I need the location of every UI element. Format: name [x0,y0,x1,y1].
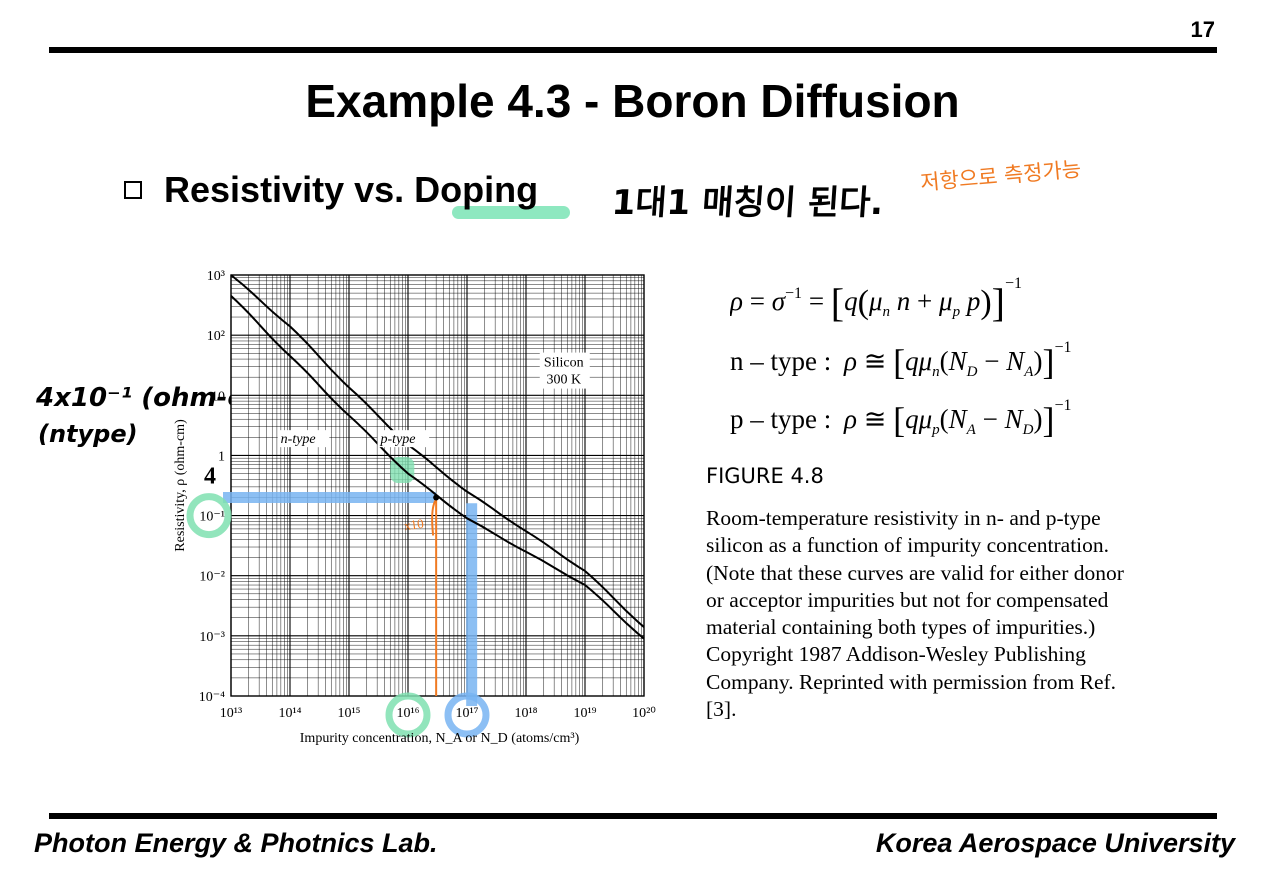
label-p-type-bg [377,430,430,448]
y-tick-label: 10⁻³ [199,630,225,645]
handwritten-x10: x10 [403,516,424,534]
plot-frame [230,274,645,697]
equation-ntype-label: n – type : [730,346,831,376]
y-axis-label: Resistivity, ρ (ohm-cm) [173,419,188,552]
y-tick-label: 10⁻² [199,570,225,585]
label-p-type: p-type [380,432,416,447]
x-tick-label: 10¹⁶ [396,706,419,721]
chart-grid [230,274,645,697]
x-tick-label: 10¹⁹ [573,706,596,721]
equation-ptype-label: p – type : [730,404,831,434]
x-tick-label: 10¹³ [220,706,242,721]
label-n-type: n-type [281,432,316,447]
equation-ptype: ρ ≅ [qμp(NA − ND)]−1 [843,397,1071,440]
x-tick-label: 10¹⁴ [278,706,301,721]
y-tick-label: 10 [211,389,225,404]
marked-point [433,494,440,501]
y-tick-label: 10⁻⁴ [199,690,225,705]
figure-label: FIGURE 4.8 [706,464,824,488]
equation-ntype: ρ ≅ [qμn(ND − NA)]−1 [843,339,1071,382]
handwritten-measure-note: 저항으로 측정가능 [919,157,1083,195]
handwritten-ntype-note: (ntype) [38,420,138,448]
figure-caption: Room-temperature resistivity in n- and p… [706,506,1124,722]
handwritten-ratio-note: 1대1 매칭이 된다. [610,183,885,223]
slide-title: Example 4.3 - Boron Diffusion [305,75,960,127]
curve-n-type [230,295,645,640]
bottom-rule [49,813,1217,819]
blue-circle-xtick [444,692,490,738]
orange-arrow [431,498,438,536]
label-n-type-bg [277,430,330,448]
equations-svg: ρ = σ−1 = [q(μn n + μp p)]−1 n – type : … [729,275,1071,440]
silicon-label: Silicon [544,356,584,371]
silicon-label-bg [539,352,590,389]
footer-lab-name: Photon Energy & Photnics Lab. [34,828,438,858]
equation-resistivity: ρ = σ−1 = [q(μn n + μp p)]−1 [730,276,1022,325]
x-tick-label: 10¹⁷ [455,706,478,721]
y-tick-label: 10³ [207,269,225,284]
top-rule [49,47,1217,53]
y-tick-label: 10⁻¹ [199,510,225,525]
resistivity-chart: 10¹³ 10¹⁴ 10¹⁵ 10¹⁶ 10¹⁷ 10¹⁸ 10¹⁹ 10²⁰ 10³ 10² 10… [173,269,656,746]
x-tick-label: 10¹⁵ [337,706,360,721]
green-circle-xtick [385,692,431,738]
bullet-square-icon [124,181,142,199]
temperature-label: 300 K [546,373,581,388]
doping-highlight [452,206,570,219]
y-tick-label: 10² [207,329,225,344]
x-axis-label: Impurity concentration, N_A or N_D (atom… [300,731,580,746]
x-tick-label: 10²⁰ [632,706,656,721]
slide-subtitle: Resistivity vs. Doping [164,169,539,210]
equations-block: ρ = σ−1 = [q(μn n + μp p)]−1 n – type : … [729,275,1130,456]
footer-university: Korea Aerospace University [875,828,1235,858]
green-circle-ytick [186,493,232,539]
y-tick-label: 1 [218,449,225,464]
page-number: 17 [1190,17,1215,42]
handwritten-four: 4 [204,464,216,490]
x-tick-label: 10¹⁸ [514,706,537,721]
curve-p-type [230,274,645,628]
